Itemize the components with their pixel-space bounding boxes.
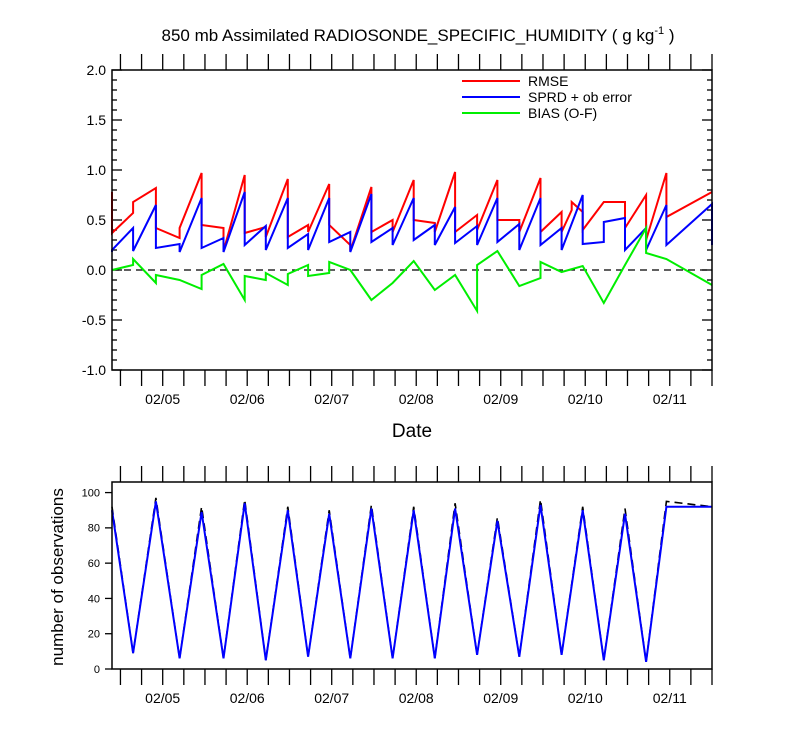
chart-title-superscript: -1 <box>654 25 664 37</box>
legend-label: BIAS (O-F) <box>528 105 597 121</box>
top-x-axis-label: Date <box>392 421 432 442</box>
x-tick-label: 02/05 <box>145 391 180 407</box>
x-tick-label: 02/05 <box>145 690 180 706</box>
y-tick-label: 1.0 <box>87 162 107 178</box>
y-tick-label: 60 <box>88 558 100 570</box>
y-tick-label: 1.5 <box>87 112 107 128</box>
chart-title-end: ) <box>664 26 674 45</box>
x-tick-label: 02/09 <box>483 690 518 706</box>
bottom-y-axis-label: number of observations <box>48 488 67 666</box>
x-tick-label: 02/06 <box>230 391 265 407</box>
y-tick-label: 20 <box>88 629 100 641</box>
x-tick-label: 02/08 <box>399 391 434 407</box>
y-tick-label: 2.0 <box>87 62 107 78</box>
y-tick-label: -1.0 <box>82 362 106 378</box>
x-tick-label: 02/06 <box>230 690 265 706</box>
series-line-sprd-ob-error <box>111 191 713 253</box>
x-tick-label: 02/08 <box>399 690 434 706</box>
bottom-panel: 0 20 40 60 80 100 02/05 02/06 02/07 02/08 02/09 02/… <box>82 466 713 706</box>
chart-title-main: 850 mb Assimilated RADIOSONDE_SPECIFIC_H… <box>162 26 655 45</box>
x-tick-label: 02/07 <box>314 690 349 706</box>
series-line-series-1 <box>111 501 712 663</box>
plot-frame <box>111 481 713 670</box>
x-tick-label: 02/11 <box>653 690 687 706</box>
y-tick-label: 100 <box>82 487 100 499</box>
x-tick-label: 02/11 <box>653 391 687 407</box>
y-tick-label: -0.5 <box>82 312 106 328</box>
x-tick-label: 02/09 <box>483 391 518 407</box>
series-line-bias-o-f <box>111 224 713 315</box>
y-tick-label: 80 <box>88 523 100 535</box>
y-tick-label: 0.5 <box>87 212 107 228</box>
chart-title: 850 mb Assimilated RADIOSONDE_SPECIFIC_H… <box>162 25 675 45</box>
top-panel: -1.0 -0.5 0.0 0.5 1.0 1.5 2.0 02/05 02/06 02/07 02… <box>82 54 713 407</box>
legend-label: SPRD + ob error <box>528 89 632 105</box>
series-line-rmse <box>111 171 713 252</box>
y-tick-label: 40 <box>88 593 100 605</box>
plot-frame <box>111 69 713 371</box>
y-tick-label: 0.0 <box>87 262 107 278</box>
legend-label: RMSE <box>528 73 568 89</box>
y-tick-label: 0 <box>94 664 100 676</box>
x-tick-label: 02/10 <box>568 690 603 706</box>
x-tick-label: 02/07 <box>314 391 349 407</box>
x-tick-label: 02/10 <box>568 391 603 407</box>
